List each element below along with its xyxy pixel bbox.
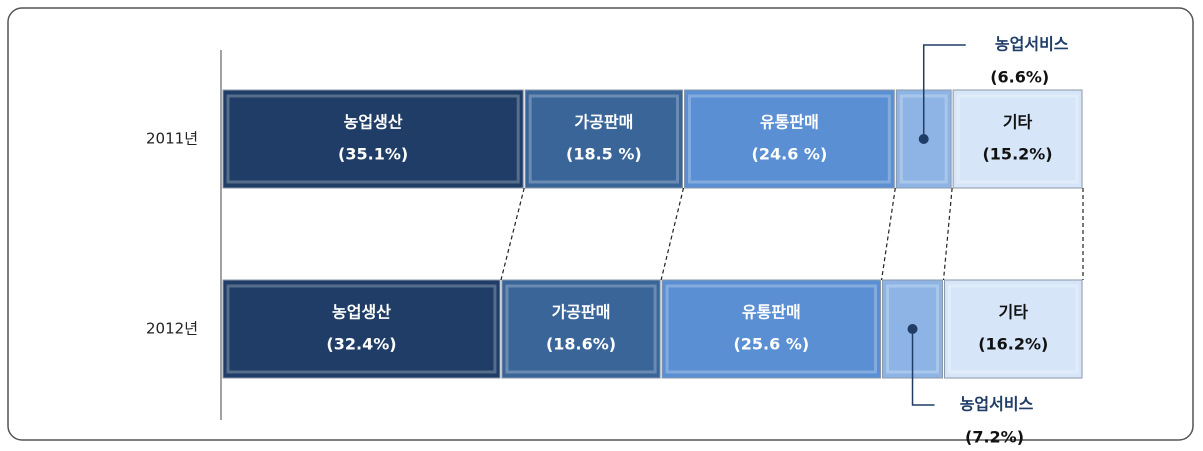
segment-value: (32.4%): [326, 335, 396, 354]
bevel: [956, 94, 1079, 184]
bar-segment: [222, 279, 501, 379]
connector: [660, 187, 685, 281]
connector: [500, 187, 525, 281]
segment-name: 유통판매: [760, 113, 819, 132]
callout-line: [911, 329, 935, 406]
bevel: [687, 94, 891, 184]
bar-segment: [524, 89, 683, 189]
segment-name: 농업생산: [332, 303, 391, 322]
bar-segment: [501, 279, 661, 379]
category-label: 2012년: [146, 320, 198, 338]
segment-value: (15.2%): [982, 145, 1052, 164]
bevel: [226, 284, 497, 374]
bar-segment: [944, 279, 1083, 379]
segment-value: (35.1%): [338, 145, 408, 164]
category-label: 2011년: [146, 130, 198, 148]
segment-name: 기타: [1003, 113, 1033, 132]
segment-name: 기타: [999, 303, 1029, 322]
segment-name: 농업서비스: [960, 395, 1034, 414]
segment-name: 농업서비스: [995, 35, 1069, 54]
segment-value: (18.6%): [546, 335, 616, 354]
segment-name: 가공판매: [574, 113, 633, 132]
connector: [942, 187, 953, 281]
segment-value: (16.2%): [978, 335, 1048, 354]
connector: [880, 187, 896, 281]
bevel: [948, 284, 1079, 374]
frame: [7, 7, 1194, 441]
segment-name: 유통판매: [742, 303, 801, 322]
segment-name: 농업생산: [344, 113, 403, 132]
segment-value: (24.6 %): [752, 145, 828, 164]
bar-segment: [952, 89, 1083, 189]
bar-segment: [683, 89, 895, 189]
callout-line: [922, 44, 966, 139]
segment-value: (7.2%): [965, 428, 1024, 447]
segment-value: (6.6%): [990, 68, 1049, 87]
bevel: [226, 94, 520, 184]
bevel: [505, 284, 657, 374]
bar-segment: [222, 89, 524, 189]
segment-name: 가공판매: [552, 303, 611, 322]
segment-value: (25.6 %): [733, 335, 809, 354]
bar-segment: [661, 279, 882, 379]
bevel: [665, 284, 878, 374]
segment-value: (18.5 %): [566, 145, 642, 164]
bevel: [528, 94, 679, 184]
